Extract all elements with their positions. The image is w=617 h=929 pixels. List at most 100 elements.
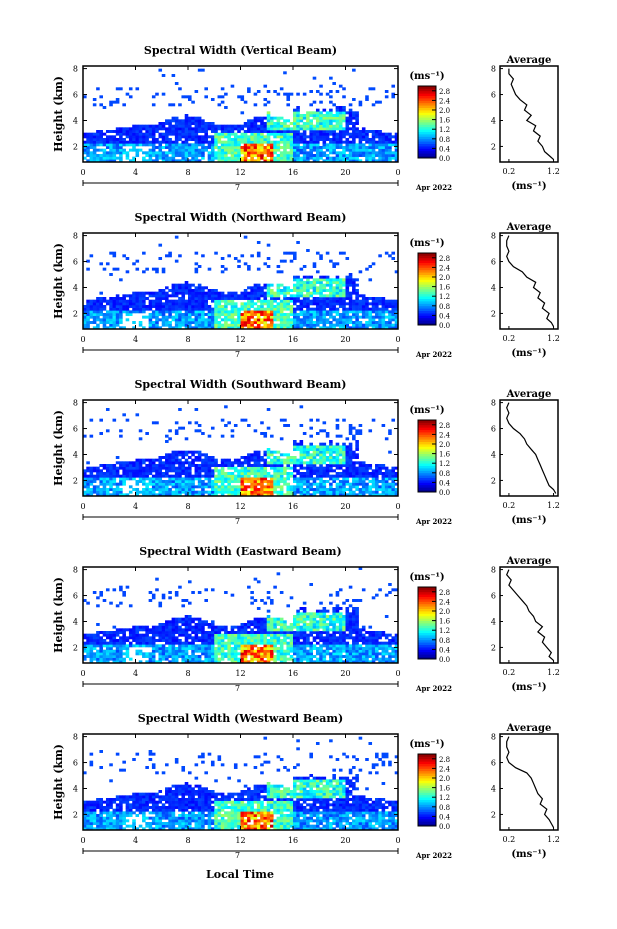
- heatmap-cell: [96, 140, 100, 144]
- heatmap-cell: [312, 114, 317, 117]
- heatmap-cell: [168, 143, 172, 147]
- heatmap-cell: [279, 326, 284, 330]
- heatmap-cell: [151, 493, 156, 497]
- heatmap-cell: [142, 326, 146, 330]
- heatmap-cell: [309, 310, 313, 314]
- heatmap-cell: [227, 485, 231, 489]
- heatmap-cell: [184, 140, 189, 144]
- heatmap-cell: [83, 482, 87, 486]
- heatmap-cell: [155, 267, 159, 271]
- heatmap-cell: [325, 469, 330, 473]
- heatmap-cell: [188, 490, 192, 494]
- heatmap-cell: [105, 138, 110, 141]
- heatmap-cell: [99, 636, 103, 640]
- heatmap-cell: [148, 458, 153, 462]
- heatmap-cell: [384, 315, 389, 319]
- heatmap-cell: [286, 135, 291, 139]
- heatmap-cell: [352, 278, 356, 282]
- heatmap-cell: [345, 148, 350, 152]
- heatmap-cell: [171, 103, 176, 107]
- heatmap-cell: [306, 466, 310, 470]
- heatmap-cell: [315, 143, 320, 147]
- heatmap-cell: [279, 127, 284, 131]
- heatmap-cell: [194, 124, 199, 128]
- heatmap-cell: [345, 458, 350, 462]
- heatmap-cell: [256, 469, 261, 473]
- colorbar-segment: [418, 88, 436, 92]
- heatmap-cell: [158, 299, 163, 303]
- heatmap-cell: [306, 305, 310, 308]
- heatmap-cell: [178, 408, 182, 411]
- heatmap-cell: [302, 315, 307, 319]
- heatmap-cell: [299, 323, 304, 327]
- heatmap-cell: [168, 620, 172, 624]
- heatmap-cell: [348, 159, 353, 163]
- heatmap-cell: [352, 146, 356, 149]
- colorbar-segment: [418, 114, 436, 118]
- heatmap-cell: [191, 135, 195, 139]
- heatmap-cell: [89, 313, 94, 316]
- heatmap-cell: [99, 262, 103, 266]
- heatmap-cell: [322, 321, 327, 324]
- heatmap-cell: [184, 639, 189, 642]
- heatmap-cell: [260, 119, 264, 123]
- heatmap-cell: [105, 588, 110, 592]
- heatmap-cell: [302, 318, 307, 322]
- heatmap-cell: [135, 464, 140, 467]
- heatmap-cell: [368, 323, 373, 327]
- heatmap-cell: [214, 636, 218, 640]
- heatmap-cell: [329, 450, 333, 454]
- heatmap-cell: [270, 116, 274, 120]
- heatmap-cell: [168, 633, 172, 637]
- heatmap-cell: [329, 259, 333, 263]
- heatmap-cell: [181, 647, 186, 650]
- x-tick-label: 12: [235, 335, 245, 344]
- heatmap-cell: [109, 103, 113, 107]
- heatmap-cell: [394, 148, 399, 152]
- heatmap-cell: [276, 326, 281, 330]
- heatmap-cell: [256, 307, 261, 311]
- heatmap-cell: [361, 466, 366, 470]
- heatmap-cell: [151, 310, 156, 314]
- heatmap-cell: [332, 119, 336, 123]
- heatmap-cell: [319, 124, 323, 128]
- heatmap-cell: [96, 604, 100, 608]
- heatmap-cell: [178, 461, 182, 465]
- heatmap-cell: [388, 313, 392, 316]
- heatmap-cell: [125, 461, 130, 465]
- heatmap-cell: [89, 138, 94, 141]
- heatmap-cell: [112, 326, 117, 330]
- heatmap-cell: [312, 116, 317, 120]
- heatmap-cell: [207, 482, 212, 486]
- heatmap-cell: [283, 307, 287, 311]
- heatmap-cell: [142, 143, 146, 147]
- heatmap-cell: [197, 639, 202, 642]
- heatmap-cell: [256, 116, 261, 120]
- heatmap-cell: [273, 90, 277, 93]
- heatmap-cell: [168, 138, 172, 141]
- heatmap-cell: [293, 440, 297, 443]
- colorbar-segment: [418, 141, 436, 144]
- heatmap-cell: [184, 636, 189, 640]
- heatmap-cell: [253, 307, 258, 311]
- heatmap-cell: [247, 424, 251, 427]
- heatmap-cell: [89, 315, 94, 319]
- heatmap-cell: [335, 450, 340, 454]
- heatmap-cell: [178, 151, 182, 155]
- heatmap-cell: [391, 418, 396, 422]
- heatmap-cell: [273, 122, 277, 125]
- heatmap-cell: [105, 644, 110, 648]
- heatmap-cell: [145, 660, 149, 664]
- heatmap-cell: [299, 442, 304, 446]
- heatmap-cell: [352, 323, 356, 327]
- heatmap-cell: [302, 127, 307, 131]
- heatmap-cell: [151, 326, 156, 330]
- heatmap-cell: [381, 138, 386, 141]
- heatmap-cell: [178, 464, 182, 467]
- heatmap-cell: [230, 326, 235, 330]
- heatmap-cell: [188, 132, 192, 136]
- heatmap-cell: [178, 127, 182, 131]
- heatmap-cell: [112, 633, 117, 637]
- heatmap-cell: [125, 474, 130, 478]
- heatmap-cell: [132, 262, 136, 266]
